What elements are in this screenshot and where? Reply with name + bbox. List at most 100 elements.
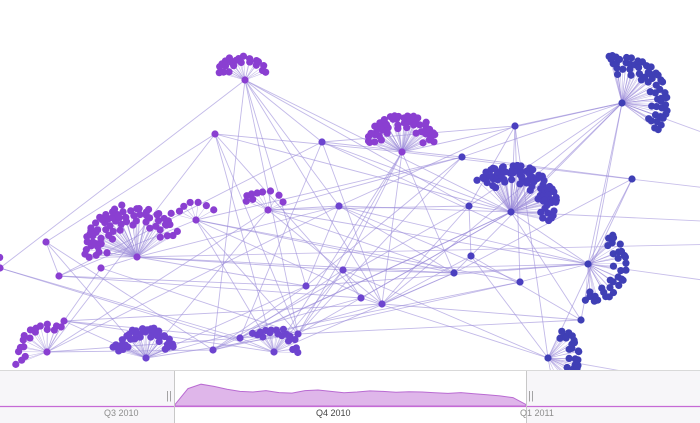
graph-node[interactable] bbox=[118, 201, 125, 208]
timeline-tick-q3-2010[interactable]: Q3 2010 bbox=[104, 408, 139, 418]
graph-node[interactable] bbox=[548, 214, 555, 221]
graph-node[interactable] bbox=[582, 297, 589, 304]
graph-node[interactable] bbox=[187, 199, 194, 206]
graph-node[interactable] bbox=[248, 190, 255, 197]
graph-node[interactable] bbox=[97, 235, 104, 242]
graph-node[interactable] bbox=[516, 278, 523, 285]
graph-node[interactable] bbox=[42, 238, 49, 245]
graph-node[interactable] bbox=[648, 63, 655, 70]
graph-node[interactable] bbox=[577, 316, 584, 323]
graph-node[interactable] bbox=[294, 349, 301, 356]
graph-node[interactable] bbox=[458, 153, 465, 160]
graph-node[interactable] bbox=[398, 148, 405, 155]
graph-node[interactable] bbox=[615, 255, 622, 262]
graph-node[interactable] bbox=[378, 300, 385, 307]
graph-node[interactable] bbox=[43, 348, 50, 355]
graph-node[interactable] bbox=[500, 163, 507, 170]
graph-node[interactable] bbox=[279, 198, 286, 205]
graph-node[interactable] bbox=[83, 246, 90, 253]
graph-node[interactable] bbox=[615, 282, 622, 289]
graph-node[interactable] bbox=[18, 357, 25, 364]
graph-node[interactable] bbox=[318, 138, 325, 145]
graph-node[interactable] bbox=[259, 188, 266, 195]
graph-node[interactable] bbox=[103, 249, 110, 256]
graph-node[interactable] bbox=[610, 263, 617, 270]
graph-node[interactable] bbox=[508, 176, 515, 183]
graph-node[interactable] bbox=[662, 101, 669, 108]
graph-node[interactable] bbox=[246, 55, 253, 62]
graph-node[interactable] bbox=[168, 210, 175, 217]
graph-node[interactable] bbox=[117, 227, 124, 234]
graph-node[interactable] bbox=[97, 264, 104, 271]
graph-node[interactable] bbox=[628, 175, 635, 182]
graph-node[interactable] bbox=[507, 208, 514, 215]
graph-node[interactable] bbox=[17, 344, 24, 351]
graph-node[interactable] bbox=[270, 348, 277, 355]
graph-node[interactable] bbox=[94, 226, 101, 233]
graph-node[interactable] bbox=[174, 228, 181, 235]
graph-node[interactable] bbox=[210, 206, 217, 213]
graph-node[interactable] bbox=[136, 205, 143, 212]
graph-node[interactable] bbox=[226, 54, 233, 61]
graph-node[interactable] bbox=[267, 187, 274, 194]
graph-node[interactable] bbox=[143, 208, 150, 215]
graph-node[interactable] bbox=[511, 122, 518, 129]
graph-node[interactable] bbox=[395, 113, 402, 120]
graph-node[interactable] bbox=[591, 298, 598, 305]
graph-node[interactable] bbox=[430, 138, 437, 145]
graph-node[interactable] bbox=[575, 347, 582, 354]
graph-node[interactable] bbox=[566, 355, 573, 362]
graph-node[interactable] bbox=[21, 332, 28, 339]
graph-node[interactable] bbox=[609, 52, 616, 59]
graph-node[interactable] bbox=[132, 327, 139, 334]
graph-node[interactable] bbox=[93, 252, 100, 259]
graph-node[interactable] bbox=[241, 76, 248, 83]
graph-node[interactable] bbox=[357, 294, 364, 301]
graph-node[interactable] bbox=[275, 192, 282, 199]
graph-node[interactable] bbox=[616, 56, 623, 63]
graph-node[interactable] bbox=[155, 328, 162, 335]
graph-node[interactable] bbox=[553, 196, 560, 203]
graph-node[interactable] bbox=[111, 206, 118, 213]
graph-node[interactable] bbox=[571, 339, 578, 346]
graph-node[interactable] bbox=[211, 130, 218, 137]
graph-node[interactable] bbox=[339, 266, 346, 273]
network-graph[interactable] bbox=[0, 0, 700, 370]
timeline-tick-q1-2011[interactable]: Q1 2011 bbox=[520, 408, 554, 418]
graph-node[interactable] bbox=[655, 126, 662, 133]
graph-node[interactable] bbox=[209, 346, 216, 353]
graph-node[interactable] bbox=[394, 122, 401, 129]
timeline-tick-q4-2010[interactable]: Q4 2010 bbox=[316, 408, 351, 418]
graph-node[interactable] bbox=[517, 162, 524, 169]
graph-node[interactable] bbox=[102, 211, 109, 218]
graph-node[interactable] bbox=[195, 199, 202, 206]
graph-node[interactable] bbox=[294, 330, 301, 337]
graph-node[interactable] bbox=[662, 94, 669, 101]
graph-node[interactable] bbox=[619, 66, 626, 73]
network-graph-canvas[interactable] bbox=[0, 0, 700, 370]
graph-node[interactable] bbox=[264, 206, 271, 213]
graph-node[interactable] bbox=[491, 165, 498, 172]
graph-node[interactable] bbox=[450, 269, 457, 276]
graph-node[interactable] bbox=[618, 99, 625, 106]
graph-node[interactable] bbox=[465, 202, 472, 209]
graph-node[interactable] bbox=[622, 260, 629, 267]
graph-node[interactable] bbox=[37, 322, 44, 329]
graph-node[interactable] bbox=[419, 139, 426, 146]
graph-node[interactable] bbox=[44, 321, 51, 328]
graph-node[interactable] bbox=[192, 216, 199, 223]
graph-node[interactable] bbox=[335, 202, 342, 209]
graph-node[interactable] bbox=[55, 272, 62, 279]
graph-node[interactable] bbox=[112, 341, 119, 348]
graph-node[interactable] bbox=[659, 78, 666, 85]
graph-node[interactable] bbox=[262, 69, 269, 76]
graph-node[interactable] bbox=[529, 166, 536, 173]
graph-node[interactable] bbox=[617, 241, 624, 248]
graph-node[interactable] bbox=[180, 203, 187, 210]
graph-node[interactable] bbox=[602, 293, 609, 300]
graph-node[interactable] bbox=[302, 282, 309, 289]
timeline-bar[interactable]: || || Q3 2010 Q4 2010 Q1 2011 bbox=[0, 370, 700, 423]
graph-node[interactable] bbox=[203, 202, 210, 209]
graph-node[interactable] bbox=[153, 211, 160, 218]
graph-node[interactable] bbox=[558, 328, 565, 335]
